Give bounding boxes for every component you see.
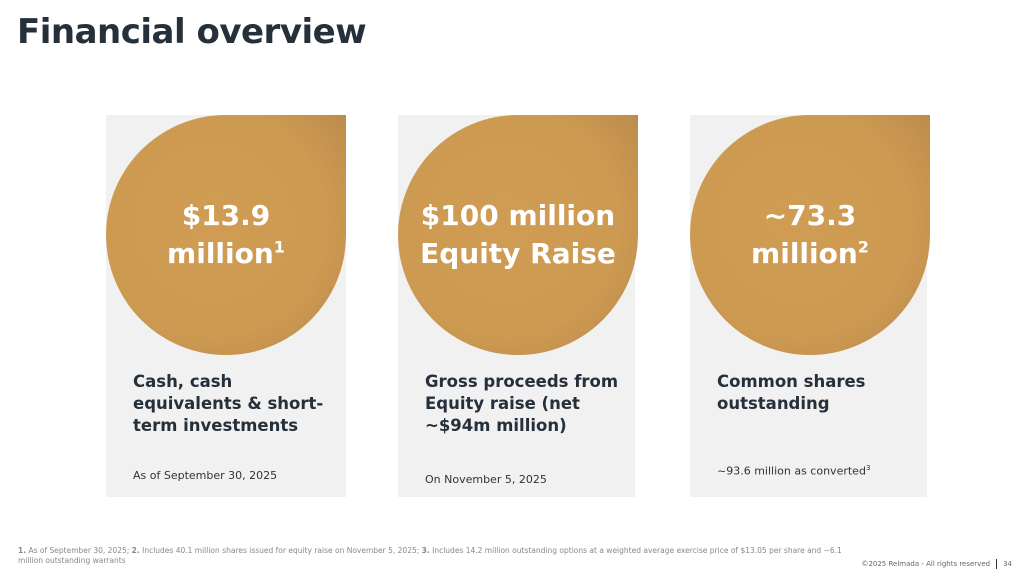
value-unit: million [167, 237, 274, 270]
card-heading: Common shares outstanding [717, 372, 866, 413]
value-drop: $100 million Equity Raise [398, 115, 638, 355]
divider [996, 559, 998, 569]
value: $13.9 [181, 199, 271, 232]
equity-card: $100 million Equity Raise Gross proceeds … [398, 115, 638, 497]
value-unit: Equity Raise [420, 237, 616, 270]
card-note: On November 5, 2025 [425, 473, 547, 486]
value-drop: $13.9 million1 [106, 115, 346, 355]
value-drop: ~73.3 million2 [690, 115, 930, 355]
page-number: 34 [1003, 560, 1012, 568]
card-note: As of September 30, 2025 [133, 469, 278, 482]
shares-card: ~73.3 million2 Common shares outstanding … [690, 115, 930, 497]
card-heading: Gross proceeds from Equity raise (net ~$… [425, 372, 619, 435]
card-heading: Cash, cash equivalents & short-term inve… [133, 372, 324, 435]
value: ~73.3 [763, 199, 857, 232]
copyright: ©2025 Relmada - All rights reserved 34 [861, 559, 1012, 569]
card-note: ~93.6 million as converted3 [717, 464, 871, 478]
footnote-ref: 1 [273, 237, 285, 257]
value: $100 million [420, 199, 616, 232]
footnote-ref: 2 [857, 237, 869, 257]
footnotes: 1. As of September 30, 2025; 2. Includes… [18, 546, 842, 565]
value-unit: million [751, 237, 858, 270]
cash-card: $13.9 million1 Cash, cash equivalents & s… [106, 115, 346, 497]
page-title: Financial overview [17, 12, 367, 52]
